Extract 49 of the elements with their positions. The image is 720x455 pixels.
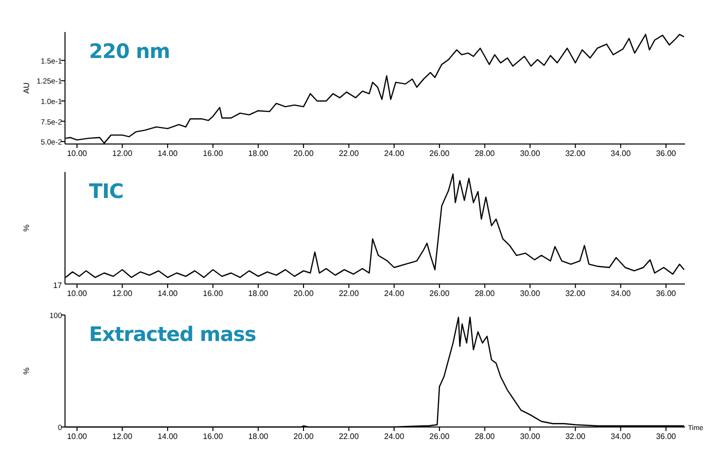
y-axis-title: %	[22, 224, 31, 232]
x-tick-label: 36.00	[656, 432, 677, 441]
x-tick-label: 30.00	[520, 432, 541, 441]
x-tick-label: 34.00	[610, 149, 632, 158]
x-tick-label: 14.00	[158, 289, 178, 298]
x-tick-label: 14.00	[158, 432, 178, 441]
x-tick-label: 24.00	[384, 149, 405, 158]
x-tick-label: 32.00	[565, 432, 586, 441]
x-tick-label: 28.00	[474, 149, 496, 158]
x-tick-label: 20.00	[294, 149, 314, 158]
x-tick-label: 16.00	[202, 289, 224, 298]
x-tick-label: 18.00	[248, 432, 269, 441]
x-tick-label: 28.00	[474, 432, 496, 441]
y-axis-title: AU	[22, 82, 31, 94]
x-tick-label: 30.00	[520, 149, 541, 158]
y-axis-title: %	[22, 367, 31, 375]
x-tick-label: 10.00	[66, 149, 88, 158]
x-tick-label: 34.00	[610, 432, 632, 441]
x-tick-label: 36.00	[656, 289, 677, 298]
x-tick-label: 26.00	[429, 289, 450, 298]
x-tick-label: 18.00	[248, 289, 269, 298]
x-tick-label: 24.00	[384, 289, 405, 298]
x-tick-label: 32.00	[565, 289, 586, 298]
x-tick-label: 12.00	[112, 289, 133, 298]
x-tick-label: 22.00	[338, 289, 360, 298]
x-tick-label: 10.00	[66, 289, 88, 298]
x-tick-label: 36.00	[656, 149, 677, 158]
text: 17	[53, 281, 63, 290]
x-tick-label: 34.00	[610, 289, 632, 298]
x-tick-label: 10.00	[66, 432, 88, 441]
x-tick-label: 16.00	[202, 149, 224, 158]
chart-title: 220 nm	[89, 39, 170, 63]
x-tick-label: 26.00	[429, 432, 450, 441]
x-tick-label: 18.00	[248, 149, 269, 158]
x-tick-label: 24.00	[384, 432, 405, 441]
x-tick-label: 16.00	[202, 432, 224, 441]
chart-title: Extracted mass	[89, 322, 256, 346]
x-tick-label: 22.00	[338, 432, 360, 441]
x-tick-label: 28.00	[474, 289, 496, 298]
x-tick-label: 30.00	[520, 289, 541, 298]
x-tick-label: 12.00	[112, 432, 133, 441]
x-tick-label: 14.00	[158, 149, 178, 158]
x-tick-label: 20.00	[294, 432, 314, 441]
x-tick-label: 32.00	[565, 149, 586, 158]
x-tick-label: 12.00	[112, 149, 133, 158]
chart-title: TIC	[89, 179, 124, 203]
x-tick-label: 20.00	[294, 289, 314, 298]
x-tick-label: 26.00	[429, 149, 450, 158]
x-tick-label: 22.00	[338, 149, 360, 158]
